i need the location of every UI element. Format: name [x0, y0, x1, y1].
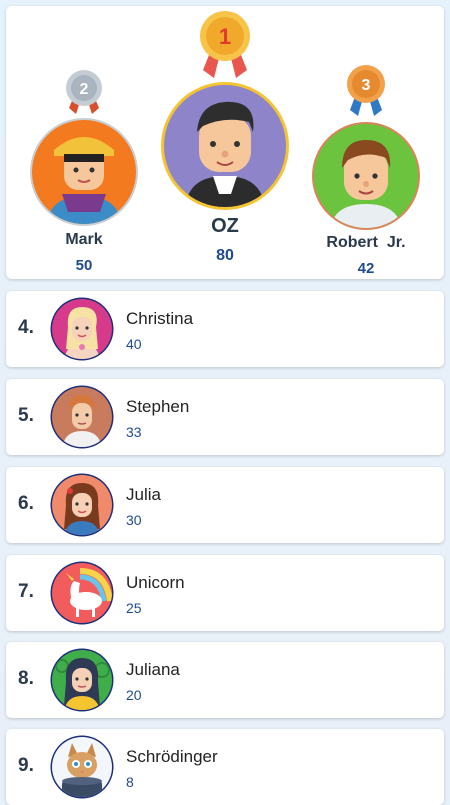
- silver-medal-icon: 2: [66, 70, 102, 114]
- list-item[interactable]: 7. Unicorn 25: [6, 555, 444, 631]
- rank-number: 5.: [18, 405, 34, 426]
- third-place[interactable]: 3 Robert Jr. 42: [306, 62, 426, 277]
- boy-dark-hair-avatar: [161, 82, 289, 210]
- rank-number: 8.: [18, 668, 34, 689]
- list-item[interactable]: 8. Juliana 20: [6, 642, 444, 718]
- player-name: OZ: [211, 215, 239, 237]
- svg-text:1: 1: [219, 24, 231, 49]
- player-score: 33: [126, 424, 142, 440]
- blonde-girl-avatar: [50, 297, 114, 361]
- brown-hair-girl-avatar: [50, 473, 114, 537]
- first-place[interactable]: 1 OZ 80: [159, 10, 291, 265]
- player-name: Schrödinger: [126, 747, 218, 766]
- list-item[interactable]: 9. Schrödinger 8: [6, 729, 444, 805]
- player-score: 42: [357, 260, 375, 277]
- svg-text:2: 2: [80, 81, 89, 98]
- unicorn-avatar: [50, 561, 114, 625]
- rank-number: 6.: [18, 493, 34, 514]
- rank-number: 4.: [18, 317, 34, 338]
- player-name: Juliana: [126, 660, 180, 679]
- player-name: Stephen: [126, 397, 190, 416]
- cat-avatar: [50, 735, 114, 799]
- player-score: 20: [126, 687, 142, 703]
- player-score: 25: [126, 600, 142, 616]
- gold-medal-icon: 1: [200, 11, 250, 78]
- player-name: Unicorn: [126, 573, 185, 592]
- bronze-medal-icon: 3: [347, 65, 385, 116]
- dark-hair-girl-avatar: [50, 648, 114, 712]
- podium-card: 2 Mark 50 1: [6, 6, 444, 279]
- player-name: Mark: [65, 231, 103, 248]
- second-place[interactable]: 2 Mark 50: [24, 68, 144, 274]
- list-item[interactable]: 6. Julia 30: [6, 467, 444, 543]
- player-score: 50: [75, 257, 93, 274]
- player-score: 80: [216, 247, 234, 264]
- list-item[interactable]: 5. Stephen 33: [6, 379, 444, 455]
- player-score: 8: [126, 774, 134, 790]
- player-name: Christina: [126, 309, 194, 328]
- curly-hair-man-avatar: [50, 385, 114, 449]
- player-name: Robert Jr.: [326, 234, 406, 251]
- list-item[interactable]: 4. Christina 40: [6, 291, 444, 367]
- svg-text:3: 3: [362, 77, 371, 94]
- rank-number: 9.: [18, 755, 34, 776]
- boy-cap-scarf-avatar: [30, 118, 138, 226]
- player-name: Julia: [126, 485, 161, 504]
- player-score: 30: [126, 512, 142, 528]
- boy-brown-hair-avatar: [312, 122, 420, 230]
- rank-number: 7.: [18, 581, 34, 602]
- player-score: 40: [126, 336, 142, 352]
